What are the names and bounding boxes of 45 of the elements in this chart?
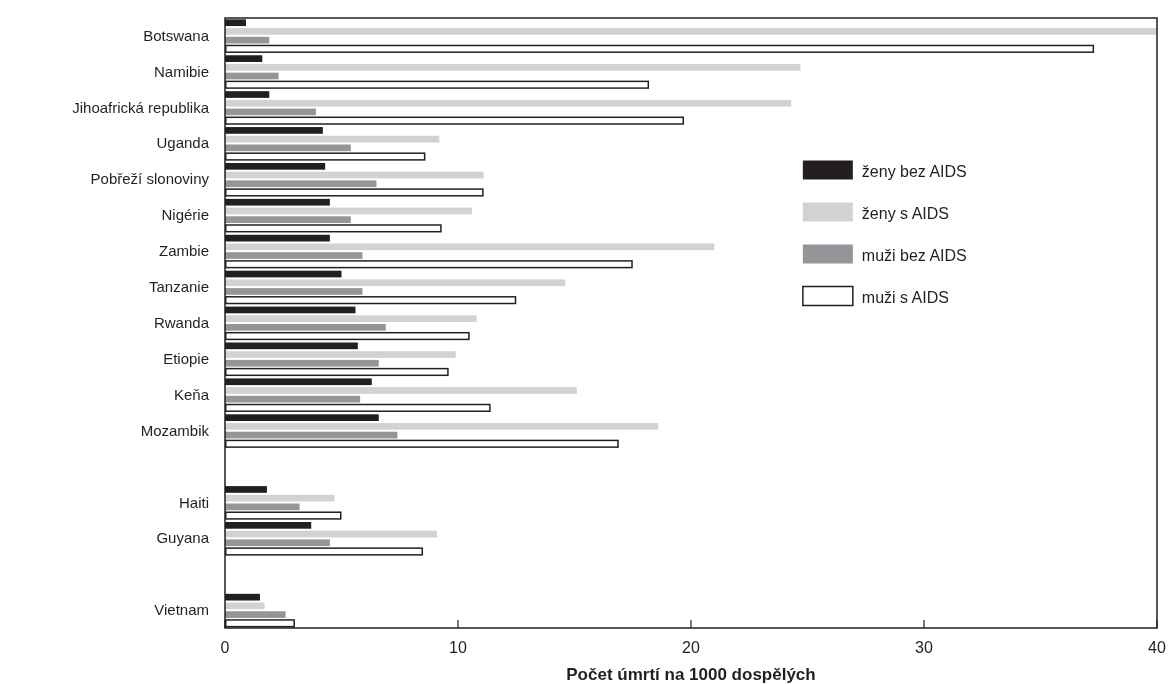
bar xyxy=(225,180,377,188)
bar xyxy=(225,539,330,547)
bar xyxy=(225,387,577,394)
x-axis-title: Počet úmrtí na 1000 dospělých xyxy=(566,665,816,684)
bar xyxy=(225,324,386,331)
y-tick-label: Etiopie xyxy=(163,349,209,367)
y-tick-label: Haiti xyxy=(178,493,209,511)
y-tick-label: Zambie xyxy=(158,242,209,260)
y-tick-label: Namibie xyxy=(153,62,209,80)
x-tick-label: 10 xyxy=(449,639,467,656)
y-tick-label: Uganda xyxy=(156,134,210,152)
y-tick-label: Botswana xyxy=(143,26,210,44)
y-tick-label: Tanzanie xyxy=(148,278,209,296)
bar xyxy=(225,351,456,358)
x-tick-label: 20 xyxy=(682,639,700,656)
legend-label: ženy bez AIDS xyxy=(861,162,967,180)
bar xyxy=(225,423,659,430)
bar xyxy=(225,99,792,107)
y-tick-label: Jihoafrická republika xyxy=(72,98,210,116)
bar xyxy=(225,63,801,71)
bar xyxy=(225,243,715,251)
bar xyxy=(225,288,363,295)
y-tick-label: Vietnam xyxy=(154,601,209,619)
bar xyxy=(225,315,477,322)
x-tick-label: 40 xyxy=(1148,639,1166,656)
x-tick-label: 0 xyxy=(220,639,230,656)
bar xyxy=(225,359,379,367)
bar xyxy=(225,28,1157,35)
y-tick-label: Guyana xyxy=(156,529,210,547)
y-tick-label: Mozambik xyxy=(140,421,210,439)
bar xyxy=(225,279,566,287)
y-tick-label: Nigérie xyxy=(161,206,209,224)
bar xyxy=(225,144,351,152)
bar xyxy=(225,252,363,259)
bar xyxy=(225,494,335,502)
bar xyxy=(225,611,286,618)
legend-label: muži bez AIDS xyxy=(861,246,967,264)
y-tick-label: Rwanda xyxy=(153,314,210,331)
y-tick-label: Keňa xyxy=(173,385,210,403)
bar xyxy=(225,216,351,223)
x-tick-label: 30 xyxy=(915,639,933,656)
legend-label: muži s AIDS xyxy=(861,288,949,306)
legend-label: ženy s AIDS xyxy=(861,204,949,222)
y-tick-label: Pobřeží slonoviny xyxy=(90,170,210,188)
bar xyxy=(225,395,361,403)
